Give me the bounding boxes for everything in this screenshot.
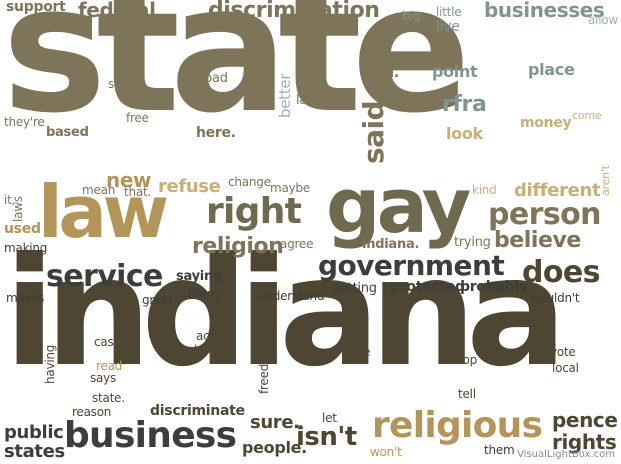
word-religious: religious xyxy=(372,405,543,446)
word-sure: sure. xyxy=(250,412,300,433)
word-hope: hope xyxy=(194,343,223,357)
word-change: maybe xyxy=(270,181,310,195)
word-kind: aren't xyxy=(599,165,612,196)
word-little: little xyxy=(436,5,462,19)
word-different: different xyxy=(514,180,601,201)
word-case: case xyxy=(94,335,121,349)
word-having: having xyxy=(43,344,57,384)
word-that: that. xyxy=(124,185,151,199)
word-believe: believe xyxy=(494,228,581,253)
word-mean: mean xyxy=(82,183,116,197)
word-federal: federal xyxy=(78,0,156,22)
word-great: great xyxy=(142,293,173,307)
word-you: you. xyxy=(366,65,399,81)
word-trying: trying xyxy=(454,235,491,250)
word-read: read xyxy=(96,359,123,373)
word-states: states xyxy=(4,441,65,462)
watermark: VisualLightBox.com xyxy=(517,449,615,460)
word-them-plain: them xyxy=(484,443,515,457)
word-act: act xyxy=(196,329,214,343)
word-government: government xyxy=(318,249,505,282)
word-maybe: kind xyxy=(472,183,497,197)
word-doing: doing xyxy=(124,95,157,109)
word-does: does xyxy=(522,255,600,290)
word-live: live xyxy=(436,19,460,35)
word-local: local xyxy=(552,361,579,375)
word-saying: saying xyxy=(176,269,223,284)
word-indiana-dot: indiana. xyxy=(362,237,420,252)
word-pence: pence xyxy=(552,408,618,432)
word-free: free xyxy=(126,111,149,125)
word-laws: laws xyxy=(11,196,25,222)
word-refuse: refuse xyxy=(158,176,221,197)
word-them: them. xyxy=(188,287,222,301)
word-businesses: businesses xyxy=(484,0,605,22)
word-public: public xyxy=(4,422,64,443)
word-reason: reason xyxy=(72,405,112,419)
word-gay: gay xyxy=(326,161,471,250)
word-people: people. xyxy=(242,438,307,457)
word-isnt: isn't xyxy=(296,422,357,452)
word-right: right xyxy=(206,191,302,232)
word-money: money xyxy=(520,115,572,131)
word-says: says xyxy=(90,371,116,385)
word-better: better xyxy=(276,73,294,118)
word-agree: agree xyxy=(280,237,314,251)
word-law-dot: law. xyxy=(296,93,321,108)
word-big: big xyxy=(402,9,420,23)
word-arent: come xyxy=(572,109,602,122)
word-religion: religion xyxy=(192,234,284,259)
word-based: based xyxy=(46,125,89,140)
word-state-dot: state. xyxy=(92,391,125,405)
word-rights: rights xyxy=(552,430,617,454)
word-service: service xyxy=(46,259,163,294)
word-discrimination: discrimination xyxy=(208,0,380,23)
word-law: law xyxy=(38,170,169,254)
word-new: new xyxy=(106,168,152,192)
word-protected: protected xyxy=(390,279,465,295)
word-rfra: rfra xyxy=(442,92,487,117)
word-state: state xyxy=(2,0,471,152)
word-probably: probably xyxy=(460,279,528,295)
word-said: said xyxy=(357,101,390,164)
word-come: change xyxy=(228,175,271,189)
word-business: business xyxy=(64,415,237,456)
word-vote: vote xyxy=(550,345,576,359)
word-used: used xyxy=(4,221,41,237)
word-indiana: indiana xyxy=(4,226,567,400)
word-stop: stop xyxy=(452,353,477,367)
word-place: place xyxy=(528,60,575,79)
word-support: support xyxy=(6,0,66,15)
word-discriminate: discriminate xyxy=(150,403,245,419)
word-getting: getting xyxy=(332,281,377,296)
word-let: let xyxy=(322,411,337,425)
word-serve: serve xyxy=(50,55,82,69)
word-able: able xyxy=(110,19,135,33)
word-here: here. xyxy=(196,125,236,141)
word-theyre: they're xyxy=(4,115,45,129)
word-makes: makes xyxy=(6,291,44,305)
word-it: it, xyxy=(4,193,16,207)
word-understand: understand xyxy=(258,289,325,303)
word-wouldnt: wouldn't xyxy=(530,291,580,305)
word-bad: bad xyxy=(204,71,228,86)
word-tell: tell xyxy=(458,387,476,401)
word-allow: allow xyxy=(588,13,618,27)
word-legal: legal xyxy=(196,97,227,112)
word-sexual: sexual xyxy=(108,77,146,91)
word-person: person xyxy=(488,197,601,232)
word-wont: won't xyxy=(370,445,402,459)
word-making: making xyxy=(4,241,48,255)
word-point: point xyxy=(432,62,478,81)
word-hate: hate xyxy=(344,345,371,359)
word-look: look xyxy=(446,124,483,143)
word-freedom: freedom xyxy=(257,345,271,394)
